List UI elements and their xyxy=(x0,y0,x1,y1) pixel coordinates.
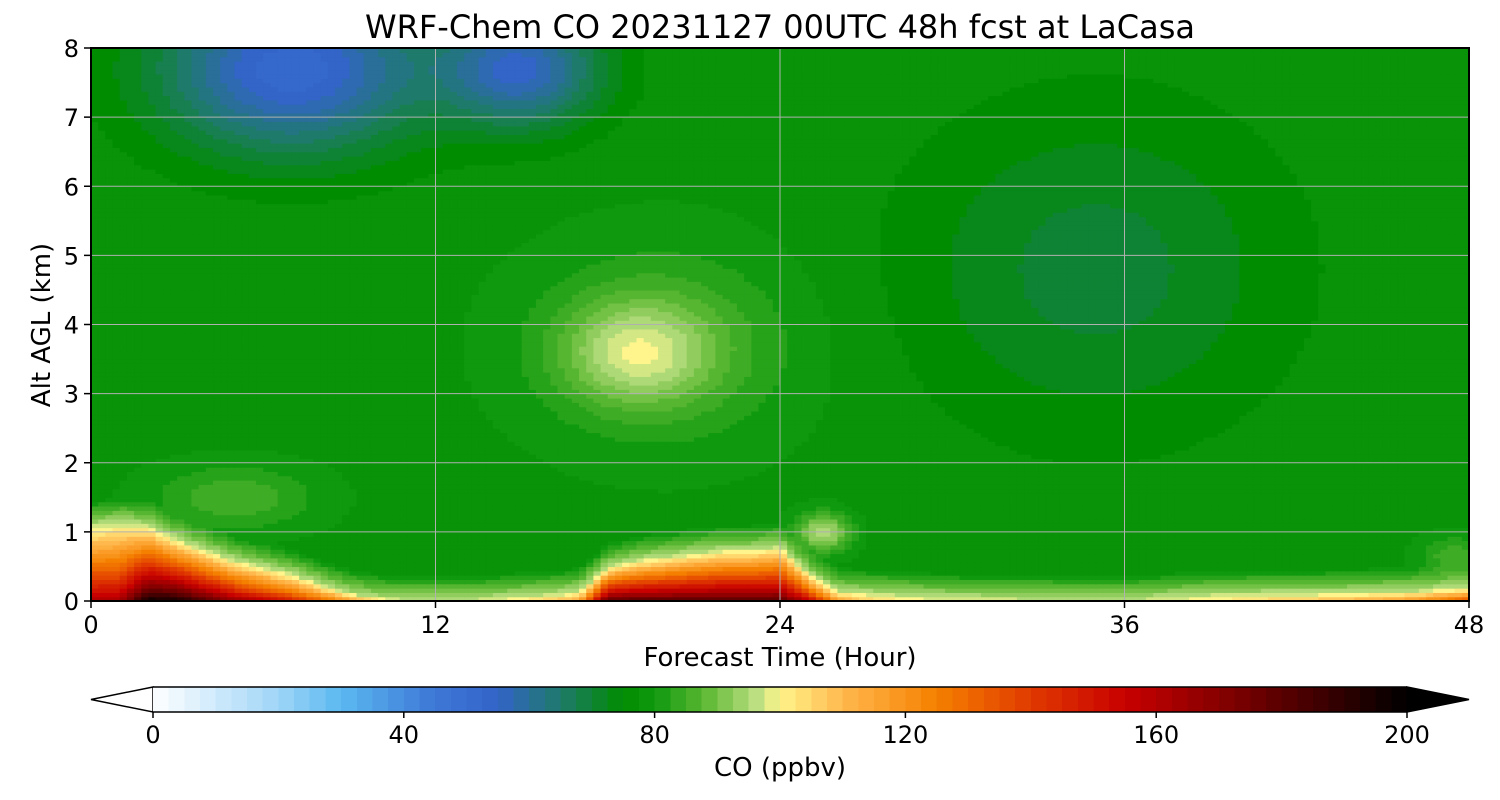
x-axis-ticks: 0 12 24 36 48 xyxy=(83,601,1484,639)
y-tick-label: 1 xyxy=(64,519,79,547)
y-tick-label: 6 xyxy=(64,173,79,201)
colorbar-over-extension xyxy=(1407,687,1469,712)
x-tick-label: 48 xyxy=(1454,611,1485,639)
colorbar-tick-label: 80 xyxy=(639,721,670,749)
y-axis-label: Alt AGL (km) xyxy=(27,243,57,407)
x-tick-label: 24 xyxy=(765,611,796,639)
colorbar-tick-label: 0 xyxy=(145,721,160,749)
y-tick-label: 4 xyxy=(64,312,79,340)
y-tick-label: 2 xyxy=(64,450,79,478)
y-tick-label: 8 xyxy=(64,35,79,63)
y-tick-label: 0 xyxy=(64,588,79,616)
y-tick-label: 3 xyxy=(64,381,79,409)
y-tick-label: 7 xyxy=(64,104,79,132)
colorbar-label: CO (ppbv) xyxy=(714,753,846,783)
x-tick-label: 0 xyxy=(83,611,98,639)
colorbar-tick-label: 200 xyxy=(1384,721,1430,749)
colorbar-tick-label: 120 xyxy=(882,721,928,749)
x-tick-label: 36 xyxy=(1109,611,1140,639)
colorbar-under-extension xyxy=(91,687,153,712)
colorbar-body xyxy=(153,687,1407,712)
x-axis-label: Forecast Time (Hour) xyxy=(643,643,916,673)
x-tick-label: 12 xyxy=(420,611,451,639)
colorbar: 0 40 80 120 160 200 CO (ppbv) xyxy=(91,687,1469,783)
y-axis-ticks: 0 1 2 3 4 5 6 7 8 xyxy=(64,35,91,616)
y-tick-label: 5 xyxy=(64,242,79,270)
chart-title: WRF-Chem CO 20231127 00UTC 48h fcst at L… xyxy=(365,8,1195,46)
colorbar-ticks: 0 40 80 120 160 200 xyxy=(145,712,1430,749)
colorbar-tick-label: 40 xyxy=(389,721,420,749)
colorbar-tick-label: 160 xyxy=(1133,721,1179,749)
